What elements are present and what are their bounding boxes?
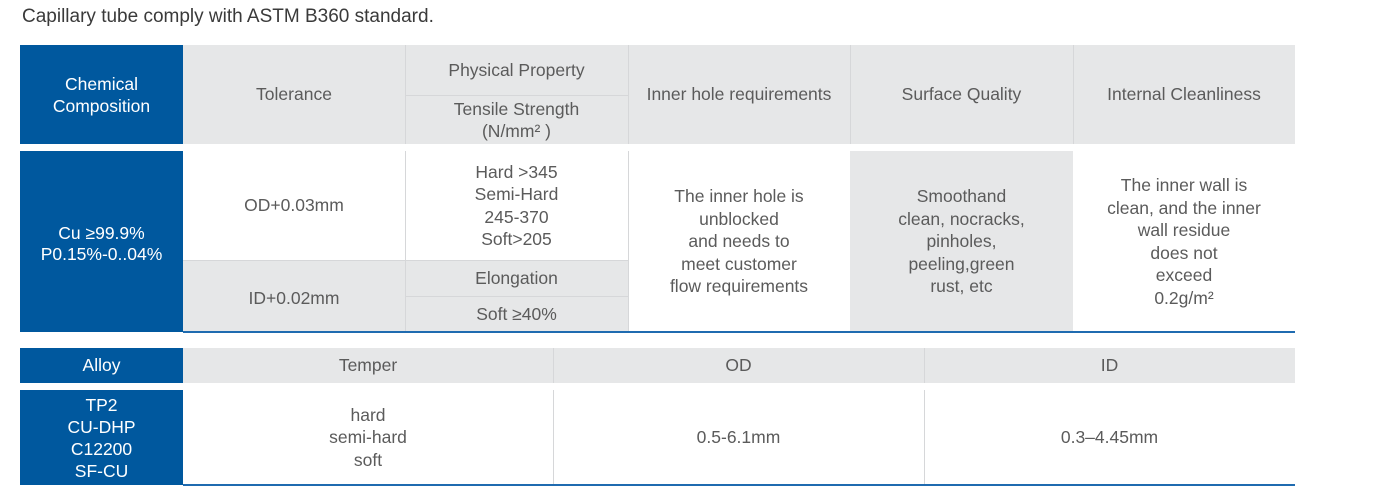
- divider: [183, 260, 628, 261]
- cell-tolerance-od: OD+0.03mm: [183, 151, 405, 260]
- divider: [924, 348, 925, 383]
- header-surface-quality: Surface Quality: [850, 45, 1073, 144]
- cell-chemical-composition: Cu ≥99.9% P0.15%-0..04%: [20, 151, 183, 332]
- divider: [628, 151, 629, 332]
- header-physical-property: Physical Property: [405, 45, 628, 95]
- table-bottom-rule: [183, 331, 1295, 333]
- cell-od: 0.5-6.1mm: [553, 390, 924, 485]
- header-alloy: Alloy: [20, 348, 183, 383]
- header-temper: Temper: [183, 348, 553, 383]
- cell-tensile-strength: Hard >345 Semi-Hard 245-370 Soft>205: [405, 151, 628, 260]
- cell-temper: hard semi-hard soft: [183, 390, 553, 485]
- cell-id: 0.3–4.45mm: [924, 390, 1295, 485]
- divider: [1073, 45, 1074, 144]
- divider: [628, 45, 629, 144]
- header-chemical-composition: Chemical Composition: [20, 45, 183, 144]
- divider: [405, 296, 628, 297]
- divider: [405, 95, 628, 96]
- cell-elongation-label: Elongation: [405, 261, 628, 296]
- cell-inner-hole: The inner hole is unblocked and needs to…: [628, 151, 850, 332]
- cell-tolerance-id: ID+0.02mm: [183, 261, 405, 331]
- cell-elongation-value: Soft ≥40%: [405, 297, 628, 331]
- header-od: OD: [553, 348, 924, 383]
- cell-alloy: TP2 CU-DHP C12200 SF-CU: [20, 390, 183, 485]
- divider: [405, 45, 406, 144]
- header-tensile-strength: Tensile Strength (N/mm² ): [405, 96, 628, 144]
- divider: [553, 390, 554, 484]
- header-id: ID: [924, 348, 1295, 383]
- header-inner-hole: Inner hole requirements: [628, 45, 850, 144]
- cell-surface-quality: Smoothand clean, nocracks, pinholes, pee…: [850, 151, 1073, 332]
- header-internal-cleanliness: Internal Cleanliness: [1073, 45, 1295, 144]
- table-bottom-rule: [183, 484, 1295, 486]
- divider: [924, 390, 925, 484]
- header-tolerance: Tolerance: [183, 45, 405, 144]
- divider: [405, 151, 406, 332]
- page-title: Capillary tube comply with ASTM B360 sta…: [22, 6, 434, 27]
- divider: [850, 45, 851, 144]
- cell-internal-cleanliness: The inner wall is clean, and the inner w…: [1073, 151, 1295, 332]
- divider: [553, 348, 554, 383]
